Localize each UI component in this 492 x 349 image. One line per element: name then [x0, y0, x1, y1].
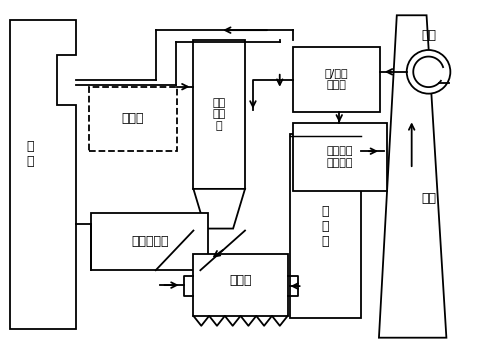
- Bar: [293, 124, 387, 191]
- Bar: [89, 87, 177, 151]
- Bar: [193, 40, 245, 189]
- Polygon shape: [193, 189, 245, 229]
- Text: 脱
硫
塔: 脱 硫 塔: [322, 205, 329, 247]
- Text: 脱硝
反应
器: 脱硝 反应 器: [213, 98, 226, 131]
- Text: 省煤器: 省煤器: [122, 112, 144, 125]
- Polygon shape: [193, 254, 288, 316]
- Polygon shape: [379, 15, 446, 338]
- Text: 氨/空气
混合器: 氨/空气 混合器: [324, 68, 348, 90]
- Text: 除尘器: 除尘器: [229, 274, 252, 287]
- Polygon shape: [10, 20, 76, 329]
- Bar: [293, 47, 380, 111]
- Bar: [91, 213, 208, 270]
- Text: 还原剂氨
制备系统: 还原剂氨 制备系统: [327, 146, 353, 168]
- Text: 锅
炉: 锅 炉: [26, 140, 33, 168]
- Text: 风机: 风机: [421, 29, 436, 42]
- Text: 烟囱: 烟囱: [421, 192, 436, 205]
- Text: 空气预热器: 空气预热器: [131, 235, 169, 248]
- Circle shape: [407, 50, 450, 94]
- Bar: [290, 134, 361, 318]
